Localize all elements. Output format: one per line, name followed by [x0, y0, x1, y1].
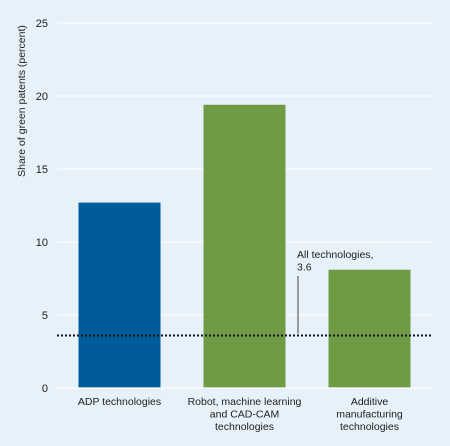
- x-category-label-line: Robot, machine learning: [188, 396, 302, 408]
- bar: [328, 269, 411, 388]
- reference-line-label-line: 3.6: [297, 262, 312, 274]
- reference-line-group: All technologies, 3.6: [57, 249, 432, 337]
- x-category-label-line: Additive: [351, 396, 389, 408]
- y-axis-title: Share of green patents (percent): [16, 25, 28, 177]
- x-category-label: ADP technologies: [78, 396, 161, 408]
- y-tick-label: 25: [36, 18, 48, 30]
- y-tick-label: 0: [42, 383, 48, 395]
- y-tick-label: 20: [36, 91, 48, 103]
- bar: [203, 104, 286, 388]
- bar: [78, 202, 161, 388]
- y-tick-label: 15: [36, 164, 48, 176]
- reference-line-label: All technologies, 3.6: [297, 249, 373, 274]
- x-category-label-line: ADP technologies: [78, 396, 161, 408]
- x-category-label-line: technologies: [340, 421, 399, 433]
- bars: [78, 104, 411, 388]
- x-category-label-line: manufacturing: [336, 409, 403, 421]
- x-category-label: Robot, machine learning and CAD-CAM techno…: [188, 396, 302, 433]
- x-category-label-line: technologies: [215, 421, 274, 433]
- reference-line-label-line: All technologies,: [297, 249, 373, 261]
- y-tick-label: 5: [42, 310, 48, 322]
- x-category-label-line: and CAD-CAM: [210, 409, 279, 421]
- axes: 0 5 10 15 20 25 ADP technologies Robot, machine…: [36, 18, 432, 433]
- y-tick-label: 10: [36, 237, 48, 249]
- x-category-label: Additive manufacturing technologies: [336, 396, 403, 433]
